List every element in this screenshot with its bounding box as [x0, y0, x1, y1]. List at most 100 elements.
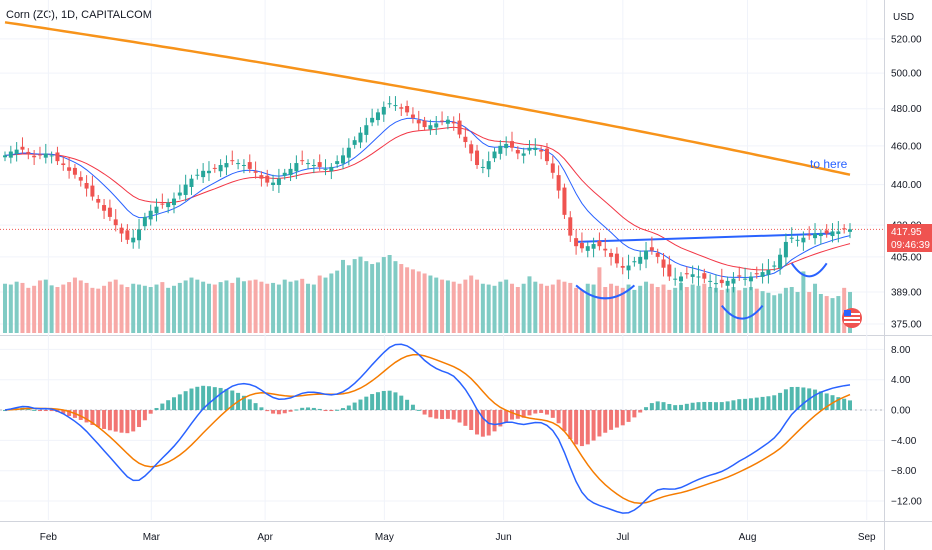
- volume-bar: [14, 281, 19, 333]
- macd-histogram-bar: [731, 400, 736, 411]
- macd-histogram-bar: [463, 410, 468, 426]
- price-tick-label: 520.00: [891, 34, 922, 45]
- candle-body: [102, 205, 107, 211]
- candle-body: [690, 274, 695, 277]
- macd-axis[interactable]: 8.00 4.00 0.00 −4.00 −8.00 −12.00: [891, 345, 922, 508]
- price-axis[interactable]: USD 375.00389.00405.00420.00440.00460.00…: [891, 12, 922, 330]
- candle-body: [807, 234, 812, 236]
- candle-body: [3, 155, 7, 158]
- macd-line: [4, 343, 851, 514]
- candle-body: [469, 144, 474, 154]
- volume-bar: [434, 277, 439, 333]
- volume-bar: [585, 283, 590, 333]
- long-moving-average: [4, 21, 851, 176]
- volume-bar: [352, 259, 357, 333]
- macd-histogram-bar: [638, 410, 643, 413]
- volume-bar: [603, 287, 608, 333]
- macd-histogram-bar: [428, 410, 433, 418]
- macd-histogram-bar: [201, 385, 206, 411]
- price-tick-label: 405.00: [891, 252, 922, 263]
- volume-bar: [49, 285, 54, 333]
- volume-bar: [241, 281, 246, 333]
- volume-bar: [626, 284, 631, 333]
- candle-body: [515, 150, 520, 154]
- volume-bar: [504, 279, 509, 333]
- macd-histogram-bar: [125, 410, 130, 434]
- candle-body: [271, 182, 276, 185]
- candle-body: [673, 278, 678, 280]
- volume-bar: [696, 285, 701, 333]
- candle-body: [416, 120, 421, 124]
- macd-histogram-bar: [556, 410, 561, 424]
- volume-bar: [8, 284, 13, 333]
- macd-histogram-bar: [457, 410, 462, 423]
- macd-histogram-bar: [550, 410, 555, 418]
- candle-body: [78, 177, 83, 181]
- time-tick-label: Apr: [257, 532, 273, 543]
- candle-body: [731, 278, 736, 284]
- volume-bar: [78, 280, 83, 333]
- macd-tick-label: 8.00: [891, 345, 911, 356]
- macd-tick-label: −12.00: [891, 497, 922, 508]
- volume-bar: [125, 287, 130, 333]
- macd-histogram-bar: [26, 408, 31, 411]
- macd-pane: [3, 343, 852, 514]
- candle-body: [562, 187, 567, 215]
- candle-body: [708, 280, 713, 282]
- volume-bar: [399, 264, 404, 333]
- macd-histogram-bar: [78, 410, 83, 420]
- candle-body: [679, 276, 683, 282]
- macd-histogram-bar: [323, 410, 328, 412]
- candle-body: [346, 147, 351, 158]
- candle-body: [754, 273, 759, 275]
- macd-histogram-bar: [527, 410, 532, 416]
- candle-body: [591, 244, 596, 249]
- macd-histogram-bar: [37, 410, 42, 412]
- macd-histogram-bar: [661, 402, 666, 411]
- macd-histogram-bar: [160, 403, 165, 411]
- candle-body: [364, 125, 369, 135]
- volume-bar: [772, 295, 777, 333]
- macd-histogram-bar: [131, 410, 136, 432]
- macd-histogram-bar: [218, 387, 223, 411]
- candle-body: [96, 198, 101, 203]
- candle-body: [154, 206, 159, 214]
- ema-fast-line: [4, 117, 851, 279]
- candle-body: [661, 259, 666, 268]
- candle-body: [568, 217, 573, 236]
- candle-body: [113, 219, 118, 226]
- candle-body: [609, 253, 614, 257]
- candle-body: [265, 175, 270, 183]
- candle-body: [224, 163, 229, 168]
- candle-body: [737, 275, 742, 277]
- volume-bar: [212, 284, 217, 333]
- macd-histogram-bar: [311, 407, 316, 411]
- macd-histogram-bar: [708, 401, 713, 411]
- volume-bar: [335, 270, 340, 333]
- macd-histogram-bar: [230, 390, 235, 411]
- candle-body: [236, 163, 241, 165]
- time-axis[interactable]: FebMarAprMayJunJulAugSepOct: [40, 532, 932, 543]
- candle-body: [294, 163, 299, 172]
- volume-bar: [282, 279, 287, 333]
- macd-histogram-bar: [61, 410, 66, 414]
- volume-bar: [358, 256, 363, 333]
- volume-bar: [230, 282, 235, 333]
- macd-histogram-bar: [375, 392, 380, 411]
- macd-histogram-bar: [591, 410, 596, 441]
- volume-bar: [148, 287, 153, 333]
- macd-histogram-bar: [597, 410, 602, 437]
- price-tick-label: 440.00: [891, 180, 922, 191]
- candle-body: [72, 167, 77, 175]
- volume-bar: [638, 285, 643, 333]
- candle-body: [387, 103, 392, 105]
- candle-body: [556, 175, 561, 191]
- macd-histogram-bar: [410, 404, 415, 411]
- macd-histogram-bar: [399, 395, 404, 411]
- macd-histogram-bar: [766, 396, 771, 411]
- volume-bar: [84, 282, 89, 333]
- candle-body: [498, 145, 503, 154]
- candle-body: [212, 167, 217, 169]
- time-tick-label: Aug: [739, 532, 757, 543]
